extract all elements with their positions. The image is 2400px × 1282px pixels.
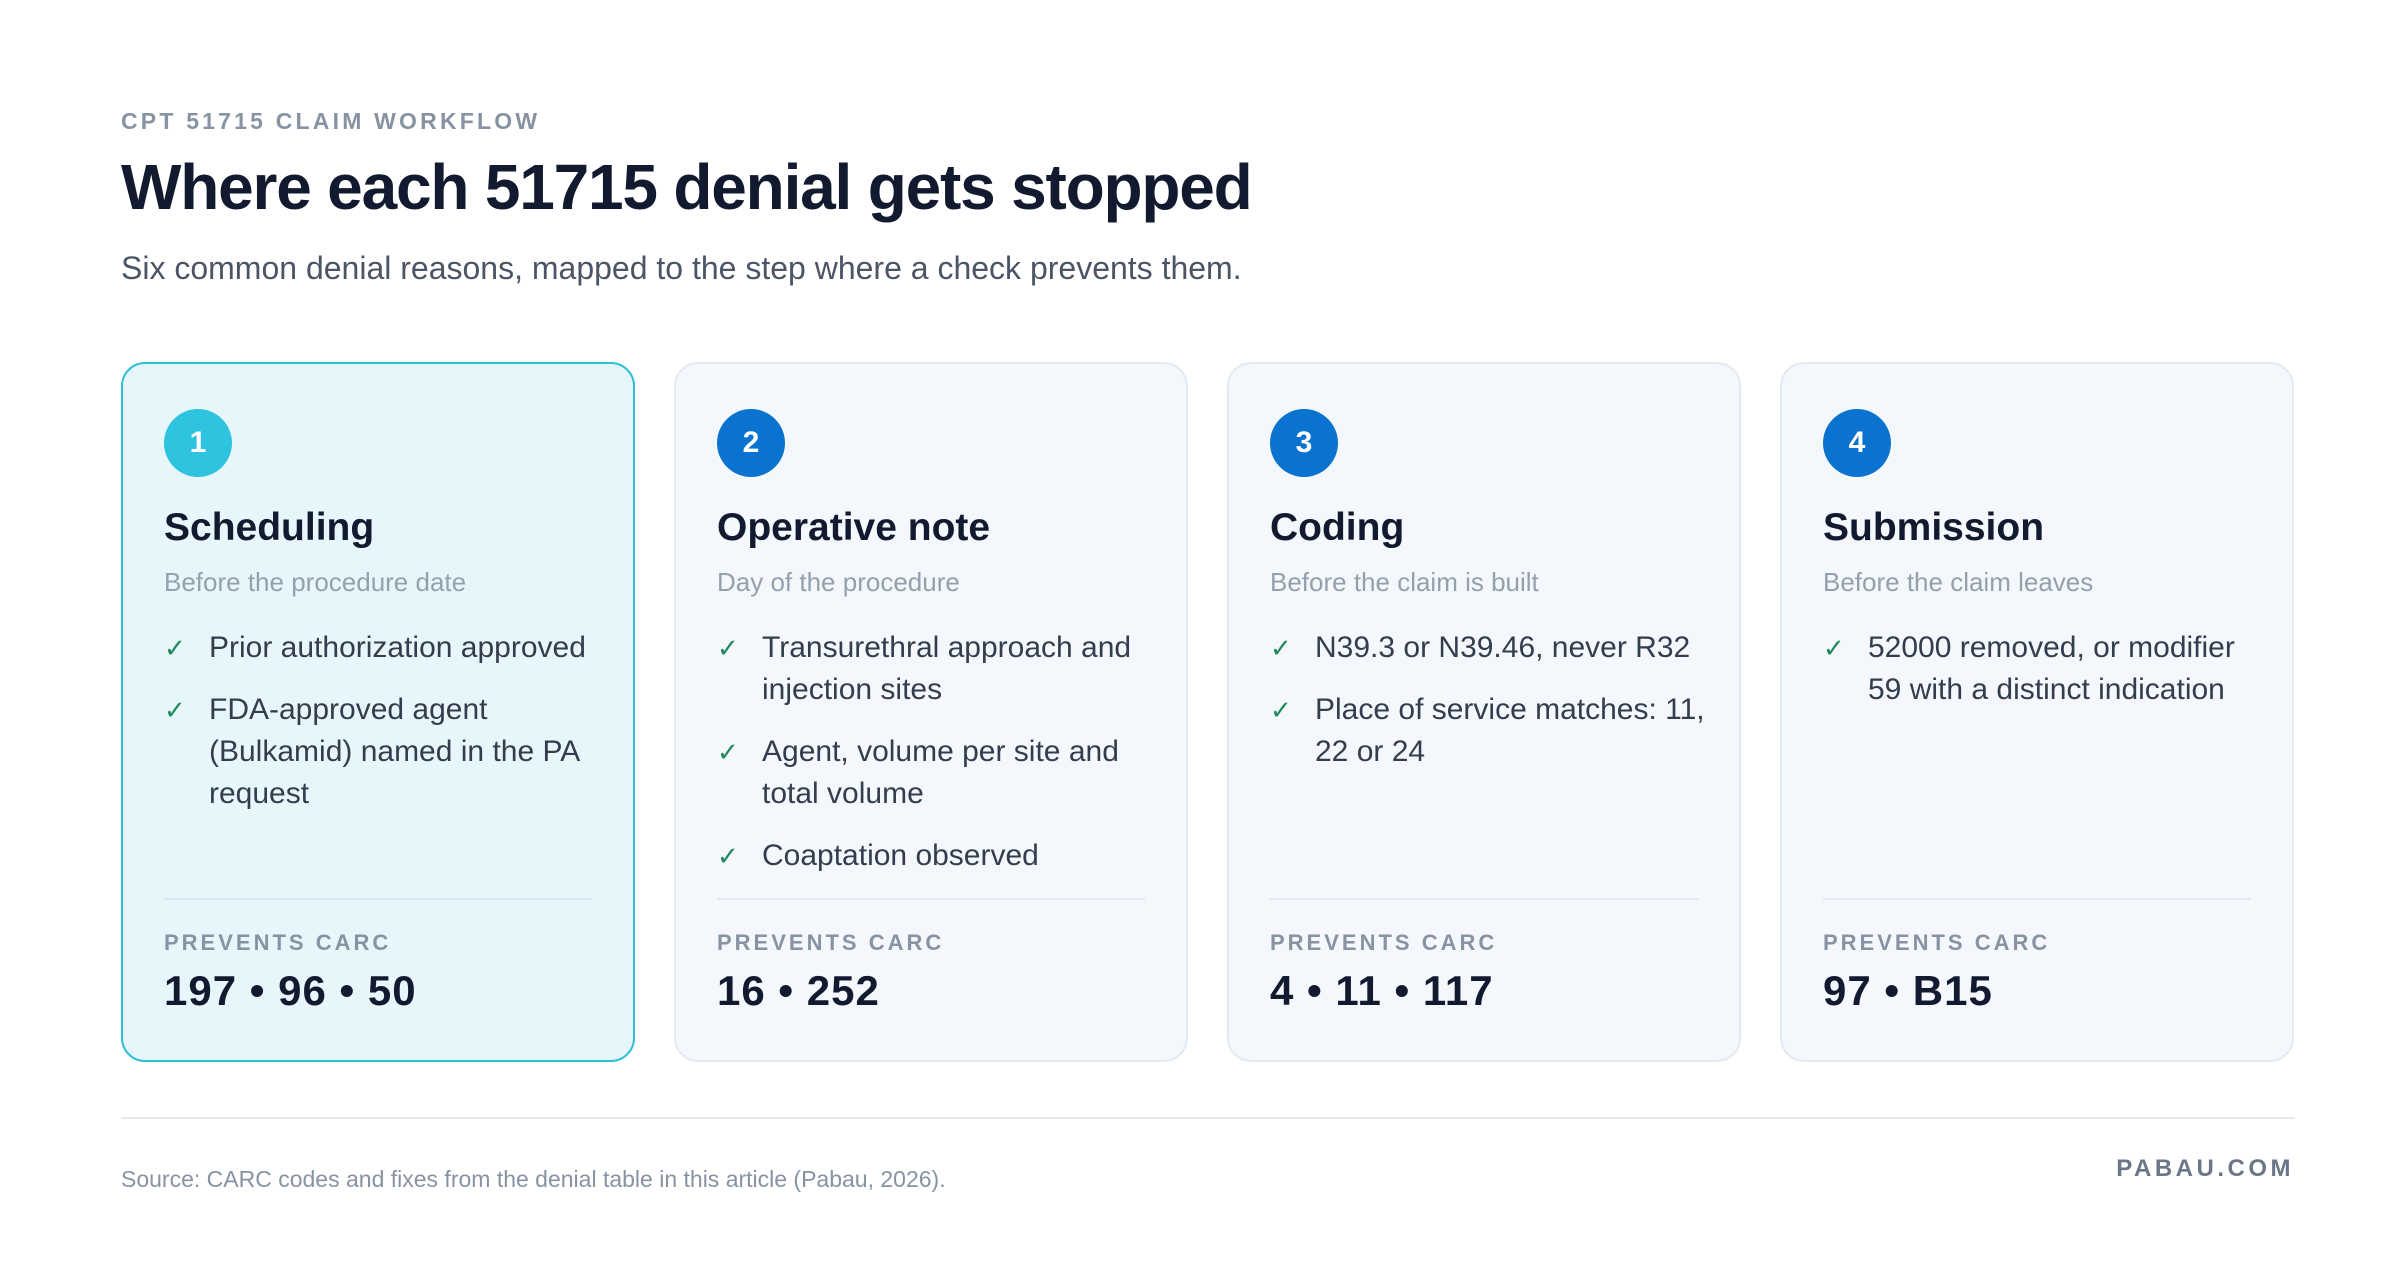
checklist-item: ✓ Coaptation observed bbox=[717, 835, 1157, 877]
source-note: Source: CARC codes and fixes from the de… bbox=[121, 1166, 946, 1192]
card-divider bbox=[1270, 898, 1698, 900]
workflow-steps: 1 Scheduling Before the procedure date ✓ Pri… bbox=[121, 362, 2295, 1062]
checkmark-icon: ✓ bbox=[717, 841, 739, 871]
checkmark-icon: ✓ bbox=[1823, 633, 1845, 663]
page-title: Where each 51715 denial gets stopped bbox=[121, 151, 1253, 223]
checkmark-icon: ✓ bbox=[164, 633, 186, 663]
checklist: ✓ Prior authorization approved ✓ FDA-approv… bbox=[164, 627, 604, 835]
checkmark-icon: ✓ bbox=[1270, 695, 1292, 725]
checklist-item-text: Coaptation observed bbox=[762, 839, 1039, 872]
carc-codes: 4 • 11 • 117 bbox=[1270, 967, 1494, 1014]
prevents-carc-label: PREVENTS CARC bbox=[1823, 930, 2051, 955]
step-card: 4 Submission Before the claim leaves ✓ 52000… bbox=[1780, 362, 2294, 1062]
checklist-item-text: Transurethral approach and injection sit… bbox=[762, 631, 1132, 706]
checklist-item-text: Agent, volume per site and total volume bbox=[762, 735, 1119, 810]
prevents-carc-label: PREVENTS CARC bbox=[1270, 930, 1498, 955]
step-number-badge: 3 bbox=[1270, 409, 1338, 477]
step-card: 2 Operative note Day of the procedure ✓ Tran… bbox=[674, 362, 1188, 1062]
checkmark-icon: ✓ bbox=[717, 633, 739, 663]
carc-codes: 16 • 252 bbox=[717, 967, 880, 1014]
checklist-item: ✓ 52000 removed, or modifier 59 with a di… bbox=[1823, 627, 2263, 711]
checklist: ✓ Transurethral approach and injection si… bbox=[717, 627, 1157, 897]
checklist-item-text: FDA-approved agent (Bulkamid) named in t… bbox=[209, 693, 579, 810]
checkmark-icon: ✓ bbox=[164, 695, 186, 725]
step-title: Coding bbox=[1270, 506, 1405, 549]
checklist-item-text: N39.3 or N39.46, never R32 bbox=[1315, 631, 1691, 664]
step-card: 3 Coding Before the claim is built ✓ N39.3 o… bbox=[1227, 362, 1741, 1062]
checklist-item-text: Prior authorization approved bbox=[209, 631, 586, 664]
brand-logo: PABAU.COM bbox=[2116, 1155, 2294, 1182]
footer-divider bbox=[121, 1117, 2295, 1119]
step-timing: Before the claim is built bbox=[1270, 567, 1539, 597]
eyebrow-label: CPT 51715 CLAIM WORKFLOW bbox=[121, 108, 541, 134]
carc-codes: 97 • B15 bbox=[1823, 967, 1993, 1014]
prevents-carc-label: PREVENTS CARC bbox=[717, 930, 945, 955]
checklist: ✓ 52000 removed, or modifier 59 with a di… bbox=[1823, 627, 2263, 731]
checklist-item: ✓ Transurethral approach and injection si… bbox=[717, 627, 1157, 711]
checklist-item: ✓ Prior authorization approved bbox=[164, 627, 604, 669]
prevents-carc-label: PREVENTS CARC bbox=[164, 930, 392, 955]
page-subtitle: Six common denial reasons, mapped to the… bbox=[121, 250, 1242, 286]
checklist: ✓ N39.3 or N39.46, never R32 ✓ Place of ser… bbox=[1270, 627, 1710, 793]
checklist-item: ✓ FDA-approved agent (Bulkamid) named in … bbox=[164, 689, 604, 815]
card-divider bbox=[1823, 898, 2251, 900]
step-title: Operative note bbox=[717, 506, 991, 549]
checklist-item: ✓ Place of service matches: 11, 22 or 24 bbox=[1270, 689, 1710, 773]
checkmark-icon: ✓ bbox=[717, 737, 739, 767]
checklist-item: ✓ Agent, volume per site and total volume bbox=[717, 731, 1157, 815]
card-divider bbox=[717, 898, 1145, 900]
checklist-item-text: 52000 removed, or modifier 59 with a dis… bbox=[1868, 631, 2235, 706]
step-card: 1 Scheduling Before the procedure date ✓ Pri… bbox=[121, 362, 635, 1062]
step-number-badge: 2 bbox=[717, 409, 785, 477]
step-timing: Day of the procedure bbox=[717, 567, 960, 597]
card-divider bbox=[164, 898, 592, 900]
checkmark-icon: ✓ bbox=[1270, 633, 1292, 663]
checklist-item-text: Place of service matches: 11, 22 or 24 bbox=[1315, 693, 1705, 768]
step-title: Submission bbox=[1823, 506, 2045, 549]
step-timing: Before the procedure date bbox=[164, 567, 467, 597]
carc-codes: 197 • 96 • 50 bbox=[164, 967, 417, 1014]
checklist-item: ✓ N39.3 or N39.46, never R32 bbox=[1270, 627, 1710, 669]
step-timing: Before the claim leaves bbox=[1823, 567, 2094, 597]
step-number-badge: 4 bbox=[1823, 409, 1891, 477]
step-title: Scheduling bbox=[164, 506, 375, 549]
step-number-badge: 1 bbox=[164, 409, 232, 477]
